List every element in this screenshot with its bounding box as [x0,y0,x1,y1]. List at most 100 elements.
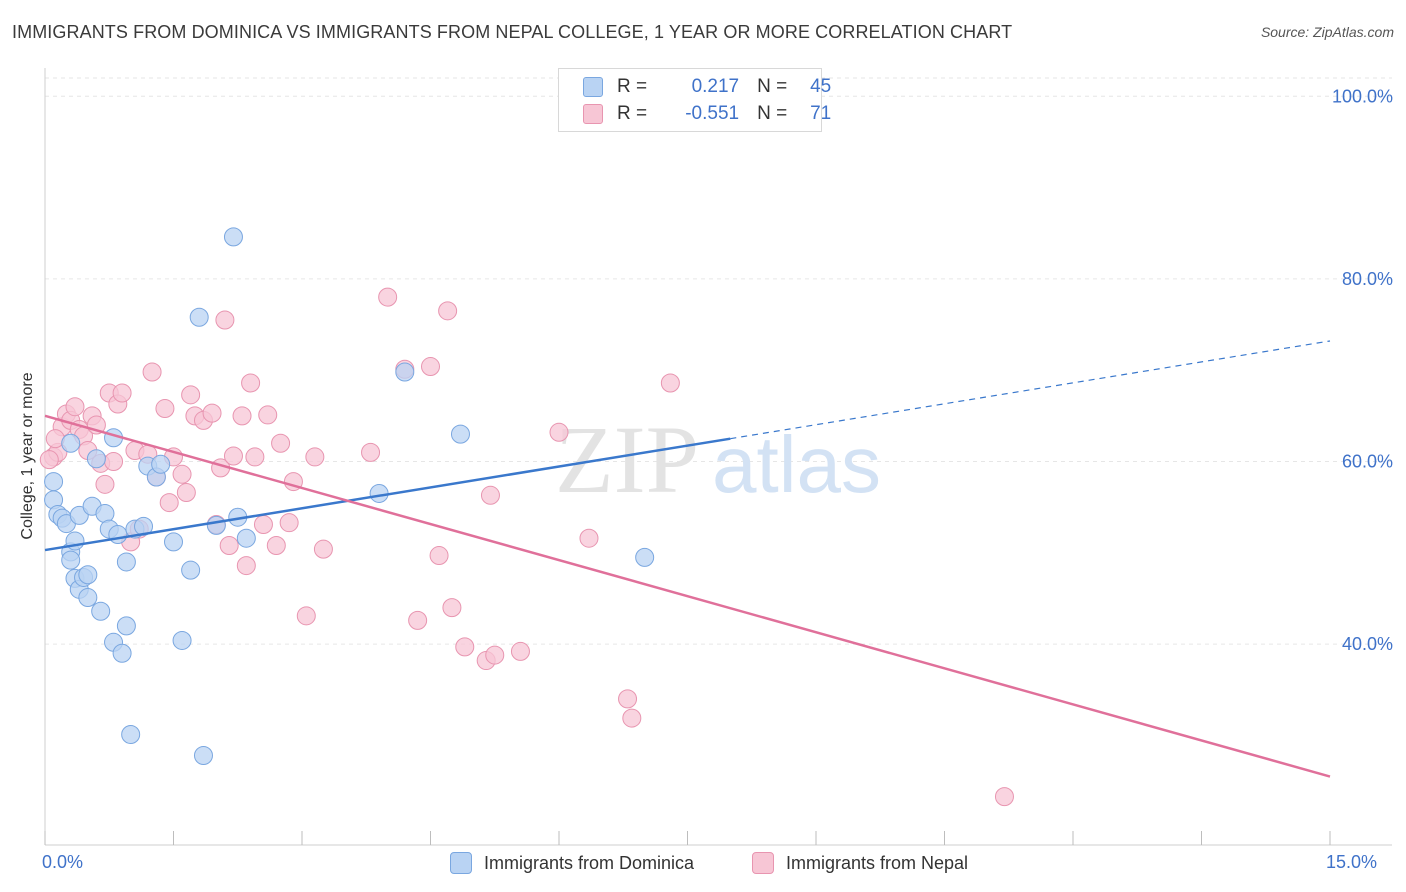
dominica-point [635,547,655,567]
nepal-point [455,637,475,657]
dominica-point [223,227,243,247]
nepal-point [245,447,265,467]
nepal-point [159,493,179,513]
chart-title: IMMIGRANTS FROM DOMINICA VS IMMIGRANTS F… [12,22,1013,42]
dominica-point [164,532,183,552]
nepal-point [219,536,239,556]
nepal-point [438,301,458,321]
nepal-point [95,474,115,494]
nepal-point [253,515,273,535]
dominica-point [116,616,136,636]
nepal-point [236,556,256,576]
watermark: ZIP atlas [555,406,881,513]
legend-item-dominica[interactable]: Immigrants from Dominica [450,852,694,874]
dominica-point [206,515,226,535]
legend-n-value: 71 [810,103,832,124]
dominica-trend-line [44,437,731,552]
watermark-atlas: atlas [712,420,881,509]
nepal-point [296,606,316,626]
legend-n-value: 45 [810,76,832,97]
nepal-point [223,446,243,466]
nepal-point [39,450,59,470]
nepal-point [579,528,599,548]
legend-swatch-nepal [752,852,774,874]
trend-lines [44,340,1331,778]
nepal-point [305,447,325,467]
nepal-point [313,539,333,559]
dominica-point [181,560,201,580]
nepal-point [480,485,500,505]
x-tick-min: 0.0% [42,852,84,872]
nepal-trend-line [44,414,1331,778]
nepal-point [65,397,85,417]
nepal-point [549,422,569,442]
dominica-point [193,746,213,766]
dominica-point [86,449,106,469]
dominica-point [134,516,154,536]
nepal-point [181,385,201,405]
legend-r-value: 0.217 [691,76,740,97]
nepal-point [361,442,381,462]
dominica-point [112,643,132,663]
dominica-point [151,454,171,474]
dominica-points [44,227,655,766]
nepal-point [215,310,235,330]
legend-row-dominica: R = 0.217 N = 45 [583,74,831,100]
nepal-point [429,546,449,566]
nepal-point [176,483,196,503]
legend-swatch-dominica [450,852,472,874]
dominica-point [121,725,141,745]
correlation-legend: R = 0.217 N = 45 R = -0.551 N = 71 [558,68,831,132]
nepal-point [442,598,462,618]
legend-r-label: R = [617,103,648,124]
legend-item-nepal[interactable]: Immigrants from Nepal [752,852,968,874]
nepal-point [142,362,162,382]
nepal-point [104,452,124,471]
series-legend: Immigrants from Dominica Immigrants from… [0,852,1406,878]
dominica-point [78,588,98,608]
nepal-point [258,405,278,425]
y-tick-labels: 100.0% 80.0% 60.0% 40.0% [1332,86,1393,654]
nepal-point [622,708,642,728]
y-tick-label: 100.0% [1332,86,1393,106]
dominica-trend-extension [730,340,1331,440]
nepal-point [172,464,192,484]
y-tick-label: 80.0% [1342,269,1393,289]
nepal-points [39,287,1014,807]
legend-n-label: N = [757,103,788,124]
nepal-point [994,787,1014,807]
nepal-point [155,399,175,419]
dominica-point [116,552,136,572]
dominica-point [189,307,209,327]
legend-row-nepal: R = -0.551 N = 71 [583,101,831,127]
dominica-point [172,630,192,650]
source-label: Source: ZipAtlas.com [1260,24,1394,40]
dominica-point [450,424,470,444]
legend-swatch-blue [583,77,603,97]
nepal-point [660,373,680,393]
y-tick-label: 40.0% [1342,634,1393,654]
legend-r-value: -0.551 [685,103,740,124]
nepal-point [510,641,530,661]
legend-swatch-pink [583,104,603,124]
dominica-point [108,525,128,545]
nepal-point [279,513,299,533]
y-tick-label: 60.0% [1342,452,1393,472]
dominica-point [78,565,98,585]
x-tick-max: 15.0% [1326,852,1378,872]
nepal-point [618,689,638,709]
nepal-point [232,406,252,426]
legend-label-dominica: Immigrants from Dominica [484,852,695,873]
legend-label-nepal: Immigrants from Nepal [786,852,969,873]
legend-r-label: R = [617,76,648,97]
nepal-point [485,645,505,665]
dominica-point [44,472,64,492]
nepal-point [421,357,440,377]
watermark-zip: ZIP [555,406,699,513]
nepal-point [112,383,132,403]
dominica-point [369,483,389,503]
nepal-point [408,610,428,630]
dominica-point [69,505,89,525]
nepal-point [241,373,261,393]
